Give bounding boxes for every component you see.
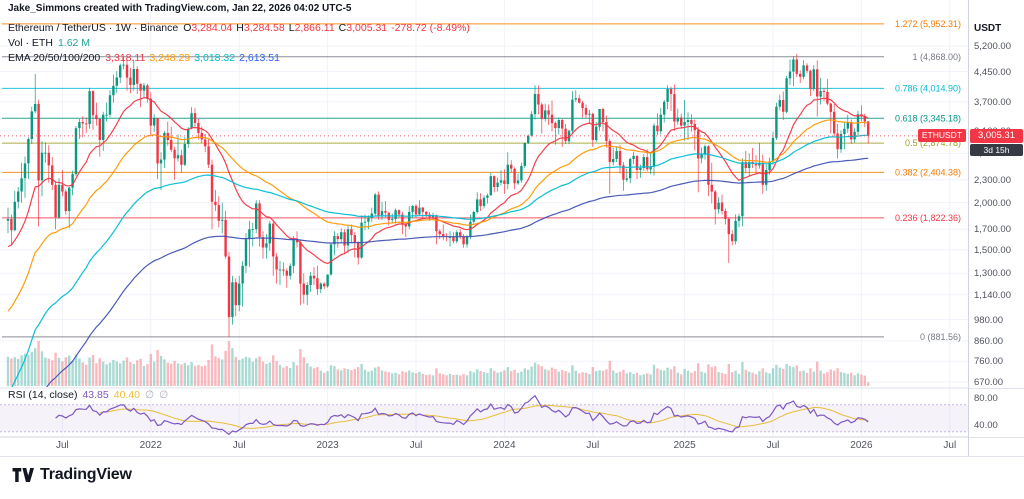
price-tick-label: 5,200.00 <box>974 41 1011 52</box>
volume-value: 1.62 M <box>57 37 91 49</box>
attribution-text: Jake_Simmons created with TradingView.co… <box>8 3 352 14</box>
time-tick-label: 2026 <box>850 440 873 451</box>
rsi-empty-plot-1: ∅ <box>145 389 155 401</box>
price-tick-label: 3,700.00 <box>974 96 1011 108</box>
rsi-tick-label: 40.00 <box>974 420 998 431</box>
time-tick-label: Jul <box>766 440 780 451</box>
svg-text:0.786 (4,014.90): 0.786 (4,014.90) <box>895 83 961 93</box>
tradingview-logo[interactable]: TradingView <box>12 466 132 484</box>
last-price-label[interactable]: 3,005.31 <box>970 128 1023 143</box>
time-tick-label: Jul <box>409 440 423 451</box>
volume-indicator-label: Vol · ETH <box>8 37 53 49</box>
ema200-value: 2,613.51 <box>239 52 280 64</box>
time-tick-label: Jul <box>943 440 957 451</box>
price-tick-label: 1,300.00 <box>974 268 1011 280</box>
volume-legend-row: Vol · ETH 1.62 M <box>8 36 470 51</box>
price-scale-currency: USDT <box>974 23 1002 34</box>
price-tick-label: 860.00 <box>974 335 1004 347</box>
price-tick-label: 1,500.00 <box>974 244 1011 256</box>
time-tick-label: 2025 <box>673 440 696 451</box>
svg-text:0.236 (1,822.36): 0.236 (1,822.36) <box>895 213 961 223</box>
tradingview-logo-text: TradingView <box>40 466 132 483</box>
rsi-ma-value: 40.40 <box>113 389 141 401</box>
time-tick-label: Jul <box>586 440 600 451</box>
svg-text:0.618 (3,345.18): 0.618 (3,345.18) <box>895 113 961 123</box>
ohlc-open: O3,284.04 <box>183 22 233 34</box>
price-tick-label: 1,700.00 <box>974 224 1011 236</box>
ema50-value: 3,248.29 <box>149 52 191 64</box>
price-line-symbol-tag: ETHUSDT <box>917 128 966 142</box>
time-tick-label: 2023 <box>316 440 339 451</box>
price-tick-label: 670.00 <box>974 376 1004 388</box>
ohlc-high: H3,284.58 <box>236 22 285 34</box>
svg-text:0.5 (2,874.78): 0.5 (2,874.78) <box>905 138 961 148</box>
price-tick-label: 4,450.00 <box>974 66 1011 78</box>
rsi-value: 43.85 <box>82 389 109 401</box>
svg-text:0 (881.56): 0 (881.56) <box>920 332 961 342</box>
ema-legend-row: EMA 20/50/100/200 3,318.11 3,248.29 3,018.3… <box>8 51 470 66</box>
ohlc-change: -278.72 (-8.49%) <box>391 22 470 34</box>
ema-indicator-label: EMA 20/50/100/200 <box>8 52 101 64</box>
rsi-indicator-label: RSI (14, close) <box>8 389 78 401</box>
price-tick-label: 2,300.00 <box>974 174 1011 186</box>
time-tick-label: 2022 <box>139 440 162 451</box>
pane-separator <box>969 388 1024 389</box>
rsi-legend-row: RSI (14, close) 43.85 40.40 ∅ ∅ <box>8 389 173 401</box>
price-tick-label: 980.00 <box>974 314 1004 326</box>
symbol-title: Ethereum / TetherUS · 1W · Binance <box>8 22 179 34</box>
price-chart-svg: 1.272 (5,952.31) 1 (4,868.00) 0.786 (4,014… <box>0 0 968 438</box>
ema20-value: 3,318.11 <box>105 52 146 64</box>
price-scale[interactable]: USDT 5,200.004,450.003,700.003,100.002,7… <box>968 0 1024 456</box>
rsi-tick-label: 80.00 <box>974 393 998 404</box>
tradingview-logo-icon <box>12 468 34 482</box>
price-tick-label: 2,000.00 <box>974 197 1011 209</box>
time-tick-label: Jul <box>232 440 246 451</box>
footer: TradingView <box>0 457 1024 499</box>
ohlc-close: C3,005.31 <box>338 22 388 34</box>
time-tick-label: 2024 <box>493 440 516 451</box>
chart-bottom-border <box>0 456 1024 457</box>
time-scale[interactable]: Jul 2022 Jul 2023 Jul 2024 Jul 2025 Jul 2026 Jul <box>0 437 968 456</box>
ema100-value: 3,018.32 <box>194 52 236 64</box>
svg-text:0.382 (2,404.38): 0.382 (2,404.38) <box>895 167 961 177</box>
time-tick-label: Jul <box>55 440 69 451</box>
price-tick-label: 760.00 <box>974 356 1004 368</box>
rsi-empty-plot-2: ∅ <box>159 389 169 401</box>
bar-countdown-label: 3d 15h <box>970 143 1023 156</box>
svg-text:1.272 (5,952.31): 1.272 (5,952.31) <box>895 19 961 29</box>
axis-separator <box>969 437 1024 438</box>
chart-canvas[interactable]: 1.272 (5,952.31) 1 (4,868.00) 0.786 (4,014… <box>0 0 968 456</box>
legend: Ethereum / TetherUS · 1W · Binance O3,284… <box>8 21 470 66</box>
symbol-legend-row: Ethereum / TetherUS · 1W · Binance O3,284… <box>8 21 470 36</box>
svg-text:1 (4,868.00): 1 (4,868.00) <box>912 52 961 62</box>
price-tick-label: 1,140.00 <box>974 289 1011 301</box>
ohlc-low: L2,866.11 <box>288 22 335 34</box>
